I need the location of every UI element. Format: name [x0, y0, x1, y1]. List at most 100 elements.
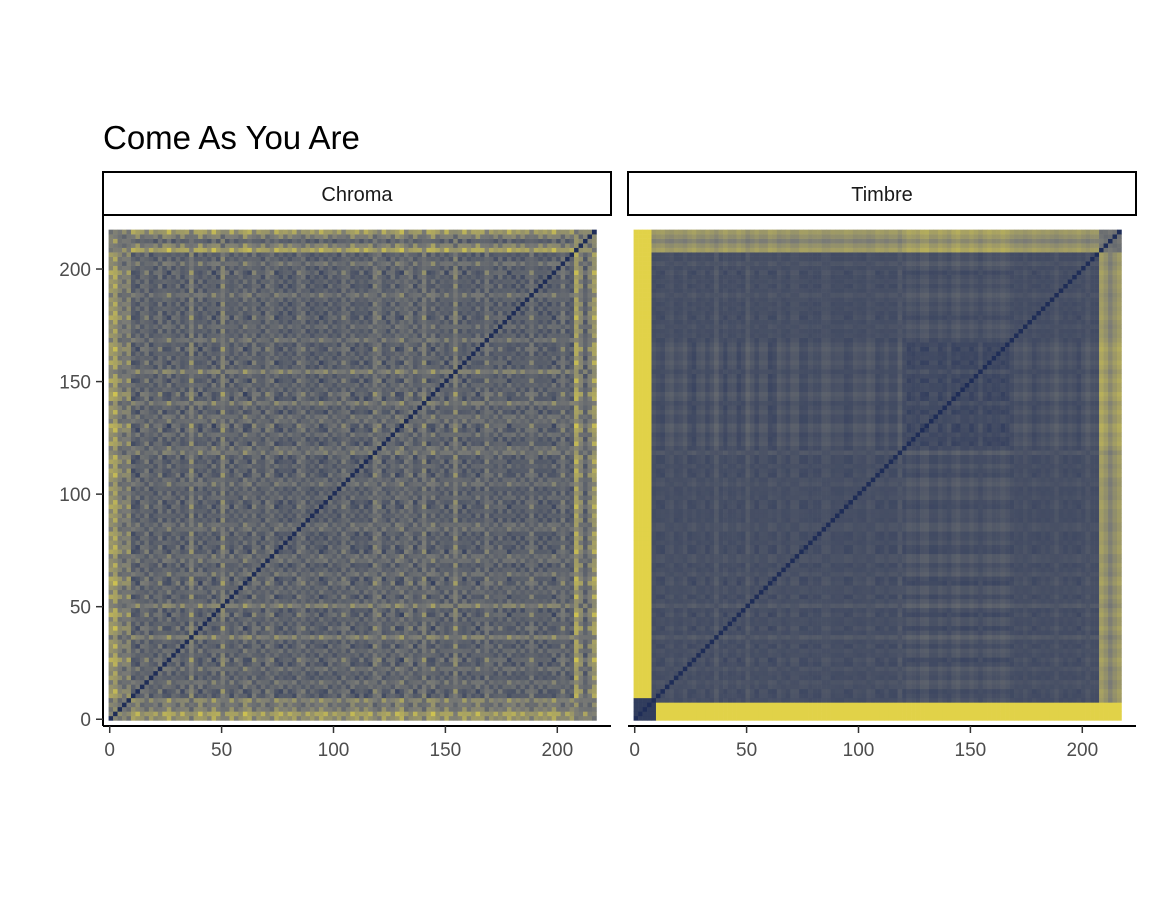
heatmap-cell [113, 351, 118, 356]
heatmap-cell [193, 234, 199, 239]
heatmap-cell [211, 504, 217, 510]
heatmap-cell [287, 306, 293, 311]
heatmap-cell [301, 549, 306, 555]
heatmap-cell [287, 688, 293, 694]
heatmap-cell [274, 661, 279, 667]
heatmap-cell [144, 400, 150, 406]
heatmap-cell [242, 310, 248, 316]
heatmap-cell [130, 517, 136, 523]
heatmap-cell [162, 688, 168, 694]
heatmap-cell [216, 279, 221, 284]
heatmap-cell [184, 319, 190, 325]
heatmap-cell [153, 369, 159, 374]
heatmap-cell [135, 306, 141, 311]
heatmap-cell [229, 324, 235, 329]
heatmap-cell [247, 270, 253, 275]
heatmap-cell [166, 292, 172, 298]
heatmap-cell [287, 252, 293, 257]
heatmap-cell [122, 567, 127, 573]
heatmap-cell [238, 418, 244, 424]
heatmap-cell [108, 274, 114, 280]
heatmap-cell [296, 297, 302, 302]
heatmap-cell [224, 378, 230, 383]
heatmap-cell [260, 342, 266, 347]
heatmap-cell [184, 283, 190, 289]
heatmap-cell [202, 400, 208, 406]
heatmap-cell [269, 279, 275, 284]
heatmap-cell [193, 364, 199, 370]
heatmap-cell [189, 306, 194, 311]
heatmap-cell [265, 675, 271, 681]
heatmap-cell [265, 535, 271, 541]
heatmap-cell [202, 229, 208, 235]
heatmap-cell [238, 630, 244, 636]
heatmap-cell [216, 558, 221, 564]
heatmap-cell [144, 679, 150, 685]
heatmap-cell [296, 481, 302, 487]
heatmap-cell [260, 522, 266, 528]
heatmap-cell [122, 247, 127, 253]
heatmap-cell [310, 571, 315, 577]
heatmap-cell [135, 441, 141, 447]
heatmap-cell [260, 693, 266, 699]
heatmap-cell [139, 630, 145, 636]
heatmap-cell [251, 459, 257, 465]
heatmap-cell [126, 513, 132, 519]
heatmap-cell [180, 603, 185, 609]
heatmap-cell [207, 697, 212, 703]
heatmap-cell [207, 279, 212, 284]
heatmap-cell [202, 445, 208, 451]
heatmap-cell [260, 387, 266, 393]
heatmap-cell [144, 594, 150, 600]
heatmap-cell [135, 544, 141, 550]
heatmap-cell [216, 333, 221, 338]
heatmap-cell [242, 639, 248, 645]
heatmap-cell [216, 382, 221, 388]
heatmap-cell [130, 328, 136, 334]
heatmap-cell [130, 706, 136, 712]
heatmap-cell [139, 486, 145, 492]
heatmap-cell [269, 490, 275, 496]
heatmap-cell [242, 315, 248, 320]
heatmap-cell [148, 387, 154, 393]
heatmap-cell [198, 589, 203, 595]
heatmap-cell [122, 459, 127, 465]
heatmap-cell [260, 306, 266, 311]
heatmap-cell [260, 243, 266, 248]
heatmap-cell [184, 558, 190, 564]
heatmap-cell [126, 639, 132, 645]
heatmap-cell [301, 369, 306, 374]
heatmap-cell [216, 652, 221, 658]
heatmap-cell [139, 594, 145, 600]
heatmap-cell [310, 639, 315, 645]
heatmap-cell [126, 337, 132, 343]
heatmap-cell [139, 274, 145, 280]
heatmap-cell [193, 414, 199, 420]
heatmap-cell [144, 544, 150, 550]
heatmap-cell [175, 603, 181, 609]
heatmap-cell [122, 396, 127, 402]
heatmap-cell [130, 468, 136, 474]
heatmap-cell [202, 468, 208, 474]
heatmap-cell [166, 445, 172, 451]
heatmap-cell [180, 279, 185, 284]
heatmap-cell [247, 562, 253, 568]
heatmap-cell [117, 351, 123, 356]
heatmap-cell [224, 490, 230, 496]
heatmap-cell [166, 270, 172, 275]
heatmap-cell [184, 535, 190, 541]
heatmap-cell [296, 531, 302, 537]
heatmap-cell [193, 490, 199, 496]
heatmap-cell [224, 697, 230, 703]
heatmap-cell [166, 468, 172, 474]
heatmap-cell [193, 616, 199, 622]
heatmap-cell [148, 540, 154, 546]
heatmap-cell [126, 522, 132, 528]
heatmap-cell [126, 432, 132, 438]
heatmap-cell [242, 697, 248, 703]
heatmap-cell [148, 634, 154, 640]
heatmap-cell [162, 301, 168, 307]
heatmap-cell [117, 378, 123, 383]
heatmap-cell [305, 409, 311, 415]
heatmap-cell [189, 229, 194, 235]
